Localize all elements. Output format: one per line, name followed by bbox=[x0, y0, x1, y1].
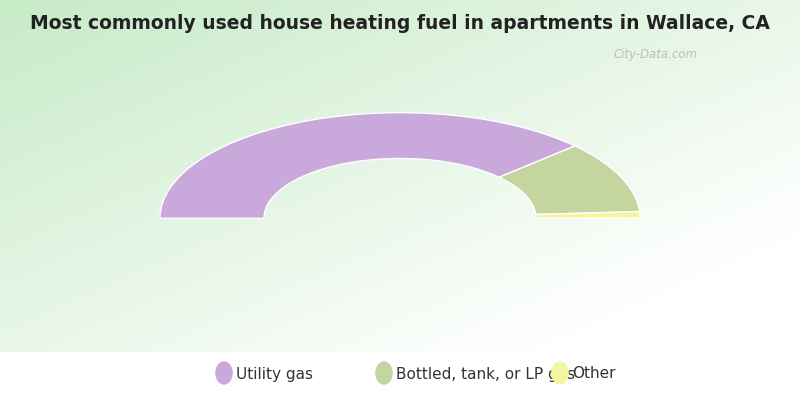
Wedge shape bbox=[536, 212, 640, 218]
Text: City-Data.com: City-Data.com bbox=[614, 48, 698, 61]
Ellipse shape bbox=[551, 361, 569, 385]
Text: Most commonly used house heating fuel in apartments in Wallace, CA: Most commonly used house heating fuel in… bbox=[30, 14, 770, 33]
Wedge shape bbox=[499, 146, 639, 214]
Wedge shape bbox=[160, 113, 575, 218]
Text: Bottled, tank, or LP gas: Bottled, tank, or LP gas bbox=[396, 366, 575, 382]
Text: Utility gas: Utility gas bbox=[236, 366, 313, 382]
Ellipse shape bbox=[375, 361, 393, 385]
Ellipse shape bbox=[215, 361, 233, 385]
Text: Other: Other bbox=[572, 366, 615, 382]
